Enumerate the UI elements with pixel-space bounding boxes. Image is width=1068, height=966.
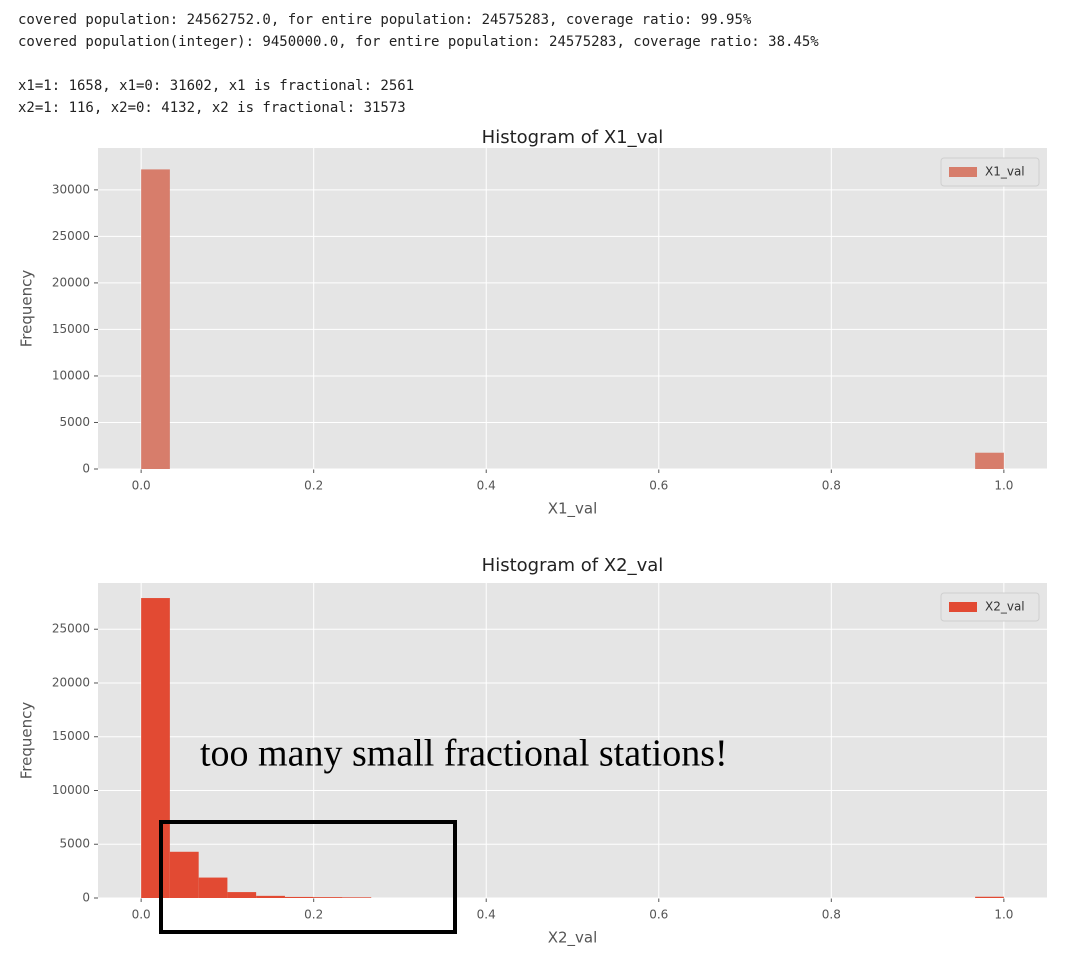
histogram-bar	[313, 897, 343, 898]
histogram-bar	[141, 598, 170, 898]
legend-label: X2_val	[985, 600, 1025, 614]
chart-title: Histogram of X1_val	[482, 127, 664, 148]
console-line: covered population(integer): 9450000.0, …	[18, 34, 819, 50]
histogram-bar	[975, 896, 1004, 898]
y-tick-label: 30000	[52, 182, 90, 196]
console-line: x1=1: 1658, x1=0: 31602, x1 is fractiona…	[18, 78, 414, 94]
y-tick-label: 25000	[52, 622, 90, 636]
y-tick-label: 0	[82, 891, 90, 905]
x-tick-label: 0.6	[649, 479, 668, 493]
legend-frame	[940, 592, 1040, 622]
histogram-bar	[342, 897, 372, 898]
legend-label: X1_val	[985, 165, 1025, 179]
y-axis-label: Frequency	[18, 702, 36, 780]
legend-frame	[940, 157, 1040, 187]
y-tick-label: 25000	[52, 229, 90, 243]
plot-area	[98, 583, 1047, 898]
y-tick-label: 15000	[52, 729, 90, 743]
x-axis-label: X2_val	[548, 929, 598, 948]
histogram-bar	[141, 169, 170, 469]
x-tick-label: 1.0	[994, 908, 1013, 922]
x-tick-label: 0.4	[477, 479, 496, 493]
y-tick-label: 5000	[59, 415, 90, 429]
console-line: covered population: 24562752.0, for enti…	[18, 12, 752, 28]
y-tick-label: 0	[82, 462, 90, 476]
legend-swatch	[949, 602, 977, 612]
plot-area	[98, 148, 1047, 469]
histogram-bar	[227, 892, 257, 898]
y-axis-label: Frequency	[18, 270, 36, 348]
highlight-box	[159, 820, 457, 934]
histogram-bar	[256, 895, 285, 898]
chart-title: Histogram of X2_val	[482, 555, 664, 576]
y-tick-label: 10000	[52, 368, 90, 382]
x-tick-label: 0.6	[649, 908, 668, 922]
histogram-bar	[284, 896, 314, 898]
histogram-bar	[198, 877, 228, 898]
x-tick-label: 0.8	[822, 908, 841, 922]
charts: 0.0 0.2 0.4 0.6 0.8 1.0 0 5000 10000 15000 20000 25…	[18, 127, 1047, 948]
console-line: x2=1: 116, x2=0: 4132, x2 is fractional:…	[18, 100, 406, 116]
histogram-bar	[169, 851, 199, 898]
histogram-bar	[975, 452, 1004, 469]
y-tick-label: 20000	[52, 675, 90, 689]
x-tick-label: 0.0	[132, 908, 151, 922]
x-tick-label: 0.2	[304, 908, 323, 922]
y-tick-label: 20000	[52, 275, 90, 289]
x-tick-label: 1.0	[994, 479, 1013, 493]
x-tick-label: 0.8	[822, 479, 841, 493]
x-tick-label: 0.4	[477, 908, 496, 922]
x-tick-label: 0.0	[132, 479, 151, 493]
annotation: too many small fractional stations!	[200, 733, 728, 775]
x-axis-label: X1_val	[548, 500, 598, 519]
x-tick-label: 0.2	[304, 479, 323, 493]
legend-swatch	[949, 167, 977, 177]
y-tick-label: 5000	[59, 837, 90, 851]
y-tick-label: 15000	[52, 322, 90, 336]
y-tick-label: 10000	[52, 783, 90, 797]
